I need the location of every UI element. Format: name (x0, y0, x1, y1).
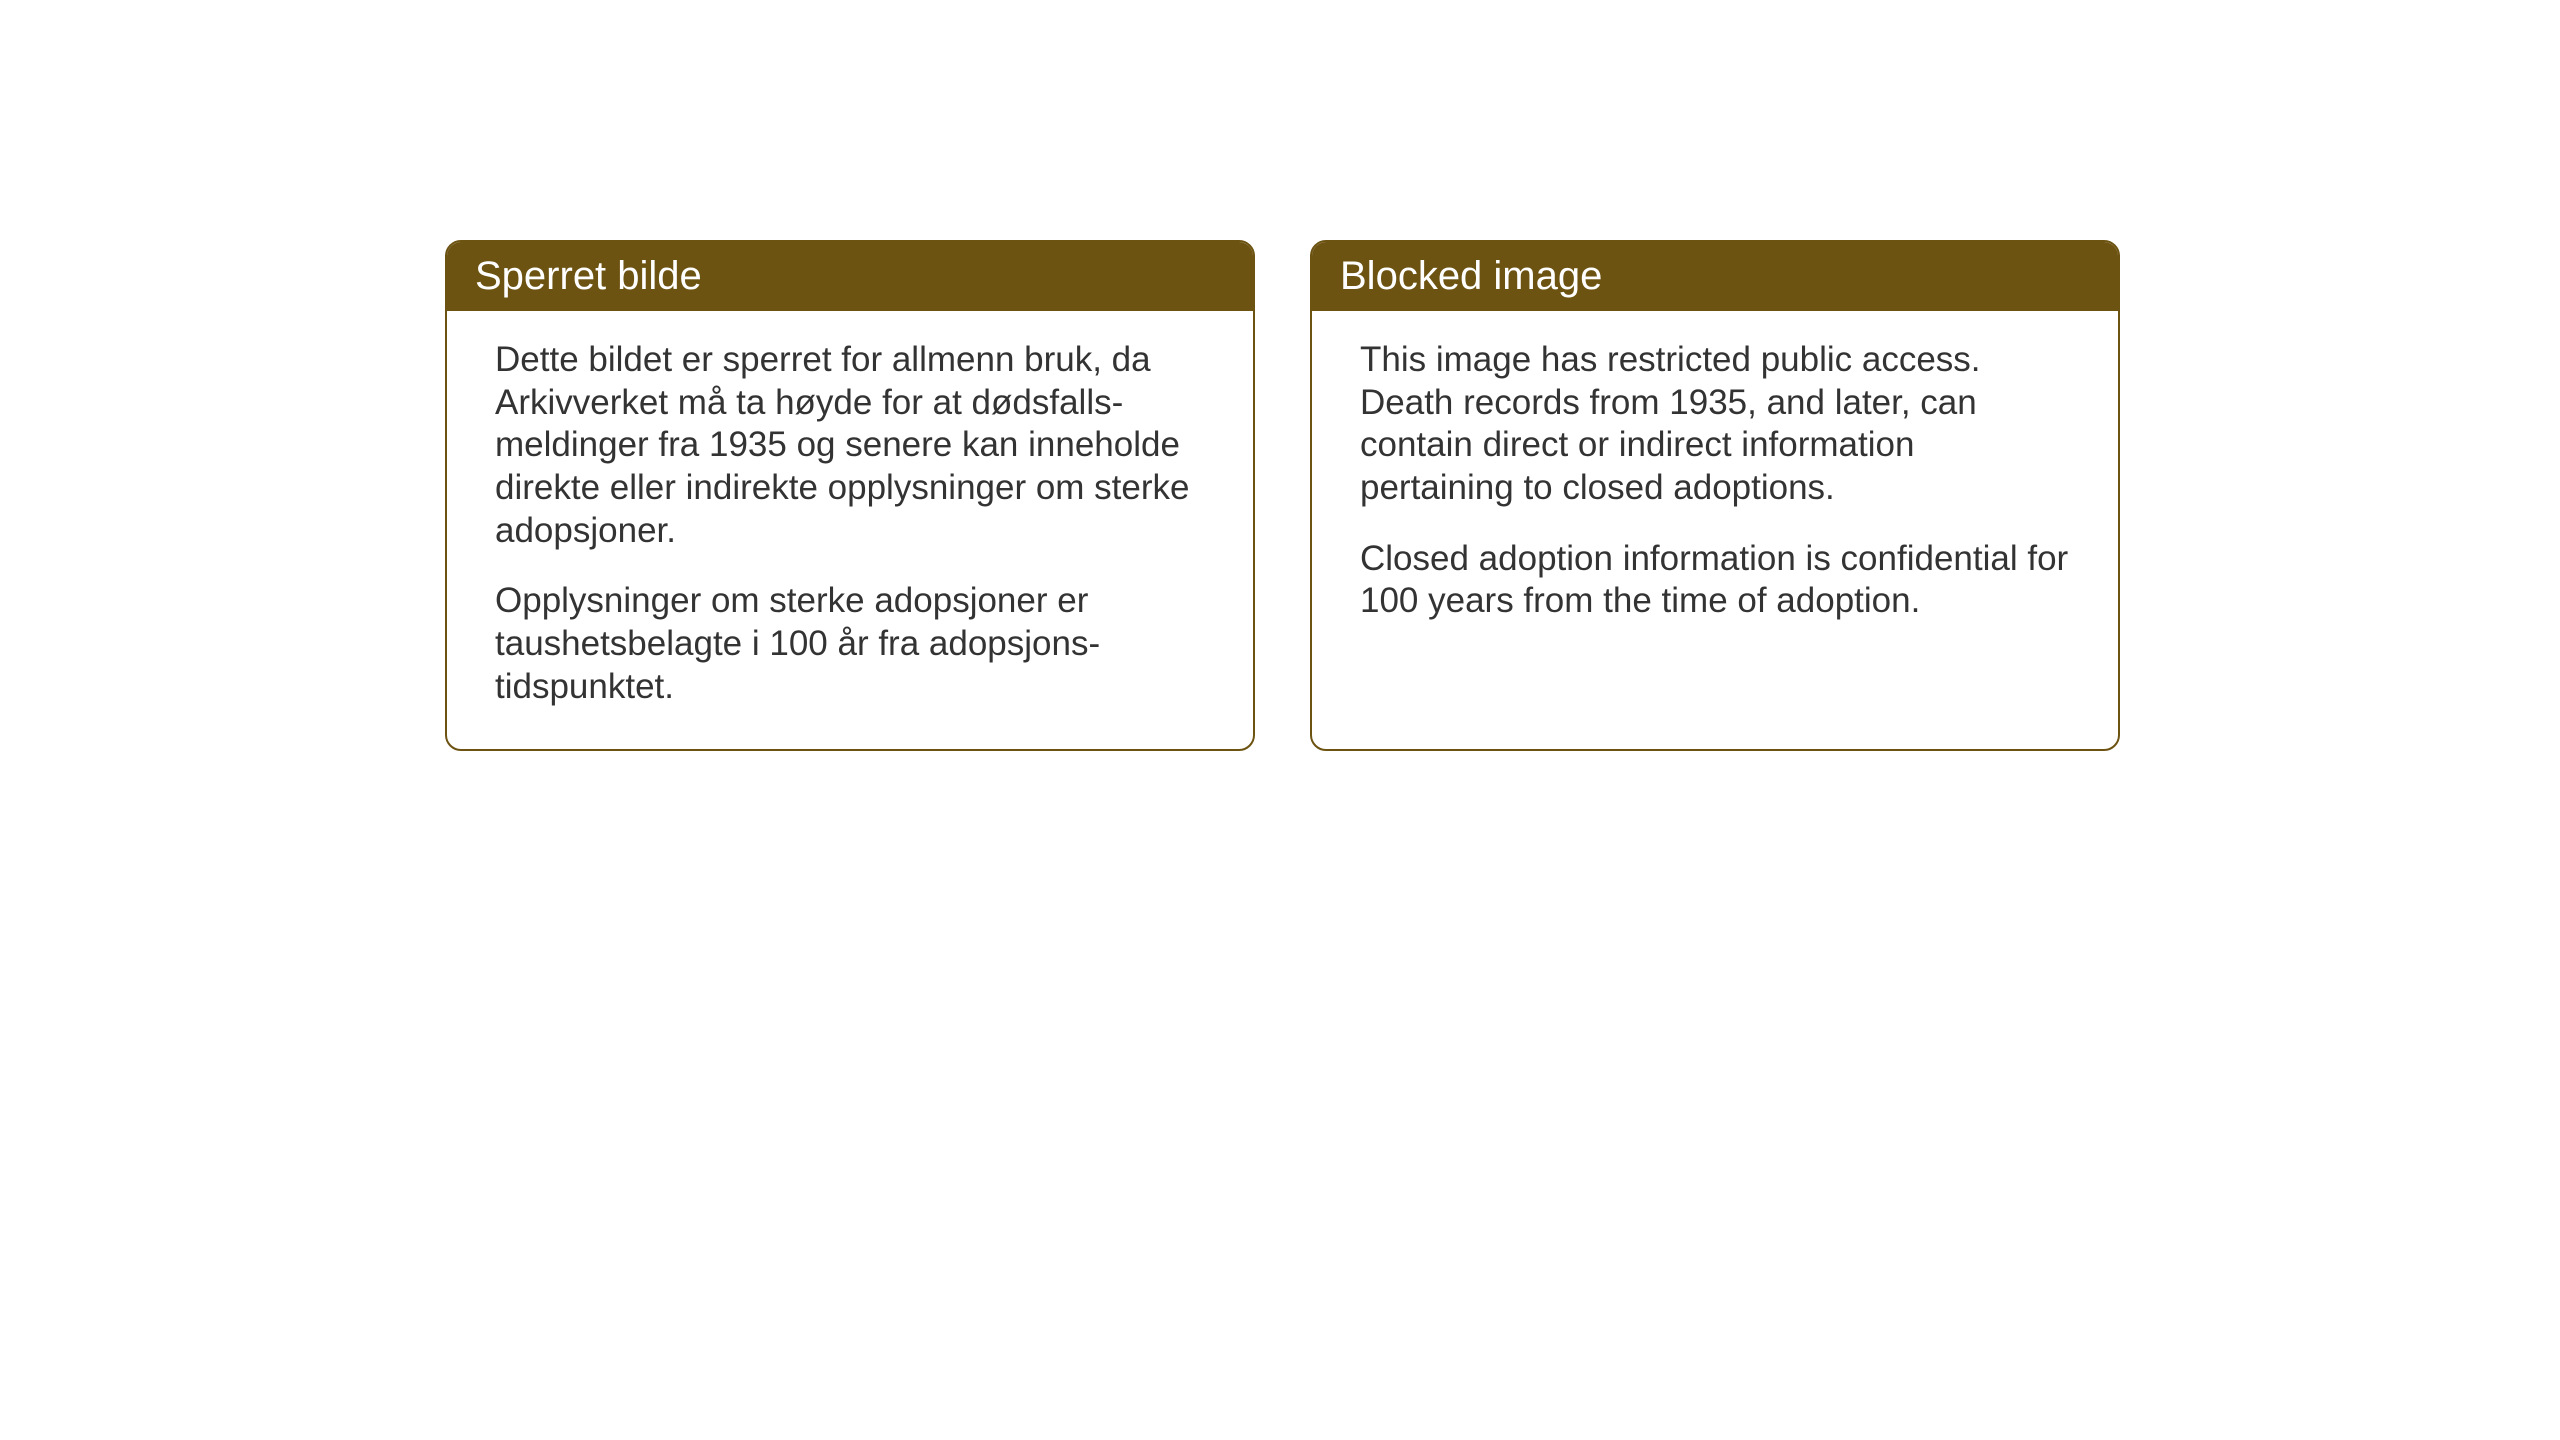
card-body-norwegian: Dette bildet er sperret for allmenn bruk… (447, 311, 1253, 749)
paragraph-2-english: Closed adoption information is confident… (1360, 538, 2070, 623)
paragraph-1-english: This image has restricted public access.… (1360, 339, 2070, 510)
card-norwegian: Sperret bilde Dette bildet er sperret fo… (445, 240, 1255, 751)
cards-container: Sperret bilde Dette bildet er sperret fo… (445, 240, 2120, 751)
card-body-english: This image has restricted public access.… (1312, 311, 2118, 663)
card-header-norwegian: Sperret bilde (447, 242, 1253, 311)
paragraph-2-norwegian: Opplysninger om sterke adopsjoner er tau… (495, 580, 1205, 708)
card-english: Blocked image This image has restricted … (1310, 240, 2120, 751)
card-header-english: Blocked image (1312, 242, 2118, 311)
paragraph-1-norwegian: Dette bildet er sperret for allmenn bruk… (495, 339, 1205, 552)
